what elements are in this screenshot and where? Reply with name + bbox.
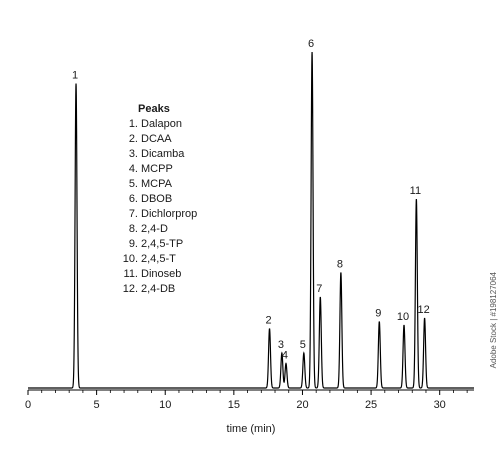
x-axis-ticks: 0 5 10 15 20 25 30 — [25, 390, 468, 411]
peak-label-8: 8 — [337, 259, 343, 271]
legend-entry-name: Dinoseb — [141, 268, 182, 280]
legend-entry-number: 4. — [128, 163, 138, 175]
legend-entry-name: DCAA — [141, 133, 172, 145]
x-tick-label: 30 — [434, 399, 446, 411]
legend-entry: 7. Dichlorprop — [118, 207, 197, 222]
peaks-legend: Peaks 1. Dalapon 2. DCAA 3. Dicamba 4. MCPP 5. MC… — [118, 102, 198, 297]
legend-entry-name: MCPP — [141, 163, 173, 175]
x-tick-label: 5 — [94, 399, 100, 411]
legend-entry-name: Dalapon — [141, 118, 182, 130]
legend-entry: 8. 2,4-D — [118, 222, 197, 237]
legend-entry: 4. MCPP — [118, 162, 197, 177]
legend-entry-number: 12. — [122, 283, 138, 295]
peak-label-1: 1 — [72, 70, 78, 82]
legend-entry-number: 11. — [123, 268, 138, 280]
legend-entry-name: MCPA — [141, 178, 172, 190]
legend-entry-number: 10. — [122, 253, 138, 265]
legend-entry: 6. DBOB — [118, 192, 197, 207]
peak-label-4: 4 — [282, 350, 288, 362]
legend-entry-name: 2,4-D — [141, 223, 168, 235]
legend-entry-number: 6. — [128, 193, 138, 205]
peak-label-9: 9 — [375, 308, 381, 320]
peak-label-2: 2 — [265, 315, 271, 327]
legend-entry-name: 2,4,5-TP — [141, 238, 184, 250]
x-tick-label: 20 — [296, 399, 308, 411]
peak-label-7: 7 — [316, 283, 322, 295]
x-tick-label: 15 — [228, 399, 240, 411]
x-tick-label: 0 — [25, 399, 31, 411]
legend-entry-number: 1. — [128, 118, 138, 130]
legend-entry-name: Dichlorprop — [141, 208, 198, 220]
peak-label-11: 11 — [410, 185, 421, 197]
x-axis-title: time (min) — [227, 423, 276, 435]
peak-label-3: 3 — [278, 339, 284, 351]
legend-entry: 5. MCPA — [118, 177, 197, 192]
legend-entry-number: 8. — [128, 223, 138, 235]
legend-entry-number: 9. — [128, 238, 138, 250]
legend-entry: 2. DCAA — [118, 132, 197, 147]
legend-entry: 12. 2,4-DB — [118, 282, 197, 297]
legend-entry: 10. 2,4,5-T — [118, 252, 197, 267]
legend-entry-number: 2. — [128, 133, 138, 145]
legend-entry-name: 2,4-DB — [141, 283, 176, 295]
peak-label-6: 6 — [308, 38, 314, 50]
legend-entry-number: 3. — [128, 148, 138, 160]
legend-entry-number: 7. — [128, 208, 138, 220]
legend-entry: 1. Dalapon — [118, 117, 197, 132]
peak-label-5: 5 — [300, 339, 306, 351]
legend-entry-number: 5. — [128, 178, 138, 190]
legend-entry: 9. 2,4,5-TP — [118, 237, 197, 252]
x-tick-label: 10 — [159, 399, 171, 411]
legend-title: Peaks — [138, 103, 170, 115]
legend-entry: 3. Dicamba — [118, 147, 197, 162]
peak-label-12: 12 — [417, 304, 429, 316]
peak-label-10: 10 — [397, 311, 409, 323]
legend-entry: 11. Dinoseb — [118, 267, 197, 282]
x-tick-label: 25 — [365, 399, 377, 411]
watermark-text: Adobe Stock | #198127064 — [489, 271, 498, 368]
legend-entry-name: 2,4,5-T — [141, 253, 176, 265]
legend-entry-name: Dicamba — [141, 148, 185, 160]
legend-entry-name: DBOB — [141, 193, 173, 205]
chromatogram-trace — [28, 51, 474, 389]
